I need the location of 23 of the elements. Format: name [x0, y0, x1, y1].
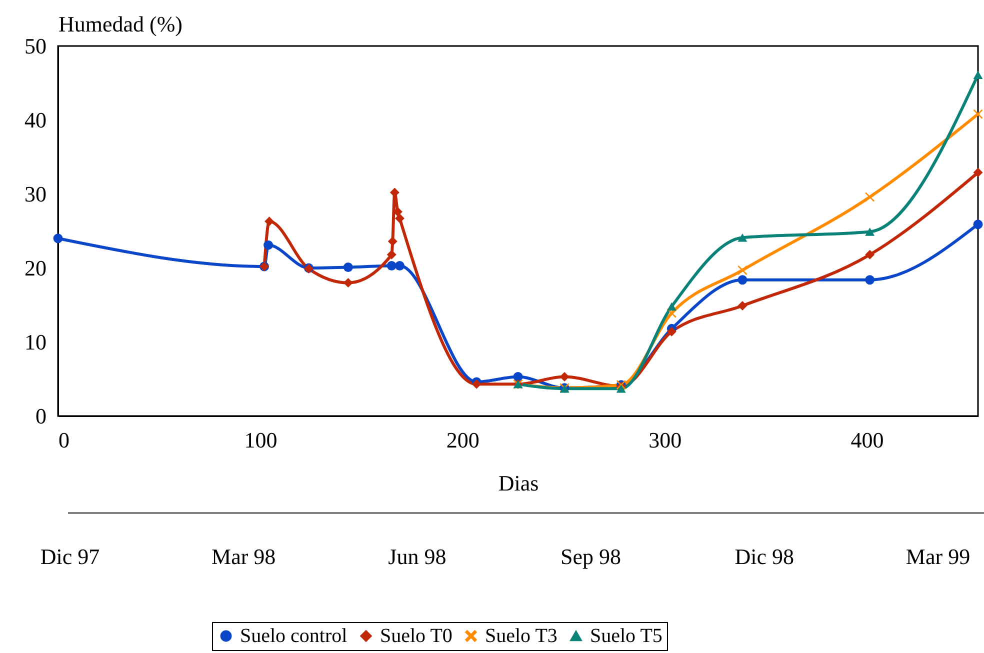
- text: Mar 98: [212, 544, 276, 569]
- legend-label: Suelo control: [240, 625, 348, 647]
- y-tick-label: 10: [24, 330, 46, 354]
- y-tick-label: 40: [24, 108, 46, 132]
- x-tick-label: 100: [244, 428, 278, 452]
- x-tick-label: 300: [648, 428, 682, 452]
- x-tick-label: 0: [58, 428, 70, 452]
- text: Dic 98: [734, 544, 794, 569]
- x-tick-label: 200: [446, 428, 480, 452]
- y-tick-label: 30: [24, 182, 46, 206]
- y-tick-label: 50: [24, 34, 46, 58]
- y-tick-label: 20: [24, 256, 46, 280]
- x-tick-label: 400: [850, 428, 884, 452]
- text: Dic 97: [40, 544, 100, 569]
- legend-label: Suelo T0: [380, 625, 452, 647]
- legend-label: Suelo T5: [590, 625, 662, 647]
- text: Mar 99: [906, 544, 970, 569]
- legend-label: Suelo T3: [485, 625, 558, 647]
- y-tick-label: 0: [36, 404, 46, 428]
- text: Jun 98: [388, 544, 446, 569]
- y-axis-title: Humedad (%): [58, 12, 183, 36]
- text: Sep 98: [560, 544, 622, 569]
- x-axis-title: Dias: [498, 470, 539, 496]
